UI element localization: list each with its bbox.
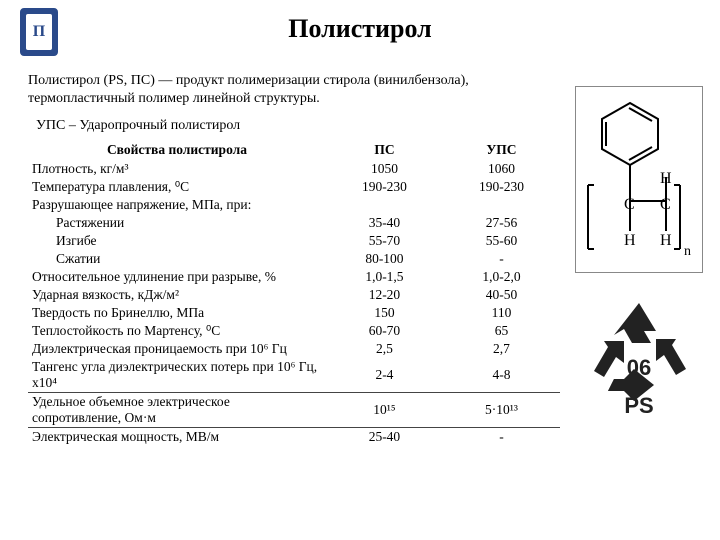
value-ps: 12-20 (326, 286, 443, 304)
value-ups: - (443, 428, 560, 447)
value-ups: 2,7 (443, 340, 560, 358)
value-ps (326, 196, 443, 214)
svg-text:H: H (660, 232, 672, 249)
value-ups: 5·10¹³ (443, 393, 560, 428)
value-ups: 1,0-2,0 (443, 268, 560, 286)
property-label: Сжатии (28, 250, 326, 268)
value-ps: 2,5 (326, 340, 443, 358)
table-row: Электрическая мощность, МВ/м25-40- (28, 428, 560, 447)
chemical-structure: C C H H H n (575, 86, 703, 273)
recycle-icon: 06 PS (584, 297, 694, 417)
value-ps: 2-4 (326, 358, 443, 393)
table-row: Изгибе55-7055-60 (28, 232, 560, 250)
value-ps: 1,0-1,5 (326, 268, 443, 286)
property-label: Температура плавления, ⁰С (28, 178, 326, 196)
table-row: Диэлектрическая проницаемость при 10⁶ Гц… (28, 340, 560, 358)
value-ps: 1050 (326, 160, 443, 178)
value-ups: 190-230 (443, 178, 560, 196)
value-ps: 35-40 (326, 214, 443, 232)
table-row: Плотность, кг/м³10501060 (28, 160, 560, 178)
value-ps: 55-70 (326, 232, 443, 250)
recycle-number: 06 (627, 355, 651, 380)
value-ups: 4-8 (443, 358, 560, 393)
value-ps: 190-230 (326, 178, 443, 196)
property-label: Теплостойкость по Мартенсу, ⁰С (28, 322, 326, 340)
property-label: Относительное удлинение при разрыве, % (28, 268, 326, 286)
table-body: Плотность, кг/м³10501060Температура плав… (28, 160, 560, 446)
main-content: Полистирол (PS, ПС) — продукт полимериза… (28, 72, 560, 446)
svg-text:C: C (660, 196, 671, 213)
value-ups (443, 196, 560, 214)
table-row: Температура плавления, ⁰С190-230190-230 (28, 178, 560, 196)
table-row: Удельное объемное электрическое сопротив… (28, 393, 560, 428)
property-label: Плотность, кг/м³ (28, 160, 326, 178)
table-row: Сжатии80-100- (28, 250, 560, 268)
table-row: Относительное удлинение при разрыве, %1,… (28, 268, 560, 286)
value-ps: 150 (326, 304, 443, 322)
value-ps: 80-100 (326, 250, 443, 268)
value-ups: 110 (443, 304, 560, 322)
table-row: Тангенс угла диэлектрических потерь при … (28, 358, 560, 393)
table-row: Теплостойкость по Мартенсу, ⁰С60-7065 (28, 322, 560, 340)
ups-definition: УПС – Ударопрочный полистирол (28, 118, 560, 134)
value-ups: 1060 (443, 160, 560, 178)
table-row: Твердость по Бринеллю, МПа150110 (28, 304, 560, 322)
table-row: Растяжении35-4027-56 (28, 214, 560, 232)
svg-text:C: C (624, 196, 635, 213)
value-ps: 60-70 (326, 322, 443, 340)
right-column: C C H H H n 06 PS (574, 86, 704, 417)
col-header-property: Свойства полистирола (28, 140, 326, 160)
table-header-row: Свойства полистирола ПС УПС (28, 140, 560, 160)
value-ups: - (443, 250, 560, 268)
page-title: Полистирол (0, 14, 720, 44)
property-label: Тангенс угла диэлектрических потерь при … (28, 358, 326, 393)
intro-text: Полистирол (PS, ПС) — продукт полимериза… (28, 72, 560, 108)
svg-text:H: H (624, 232, 636, 249)
property-label: Удельное объемное электрическое сопротив… (28, 393, 326, 428)
value-ups: 40-50 (443, 286, 560, 304)
col-header-ps: ПС (326, 140, 443, 160)
value-ups: 65 (443, 322, 560, 340)
property-label: Ударная вязкость, кДж/м² (28, 286, 326, 304)
svg-text:H: H (660, 170, 672, 187)
styrene-structure-icon: C C H H H n (580, 91, 698, 263)
value-ups: 55-60 (443, 232, 560, 250)
property-label: Диэлектрическая проницаемость при 10⁶ Гц (28, 340, 326, 358)
property-label: Растяжении (28, 214, 326, 232)
value-ps: 10¹⁵ (326, 393, 443, 428)
property-label: Разрушающее напряжение, МПа, при: (28, 196, 326, 214)
table-row: Ударная вязкость, кДж/м²12-2040-50 (28, 286, 560, 304)
property-label: Изгибе (28, 232, 326, 250)
properties-table: Свойства полистирола ПС УПС Плотность, к… (28, 140, 560, 446)
recycle-code: PS (624, 393, 653, 417)
table-row: Разрушающее напряжение, МПа, при: (28, 196, 560, 214)
value-ups: 27-56 (443, 214, 560, 232)
svg-text:n: n (684, 244, 691, 259)
property-label: Твердость по Бринеллю, МПа (28, 304, 326, 322)
value-ps: 25-40 (326, 428, 443, 447)
property-label: Электрическая мощность, МВ/м (28, 428, 326, 447)
col-header-ups: УПС (443, 140, 560, 160)
